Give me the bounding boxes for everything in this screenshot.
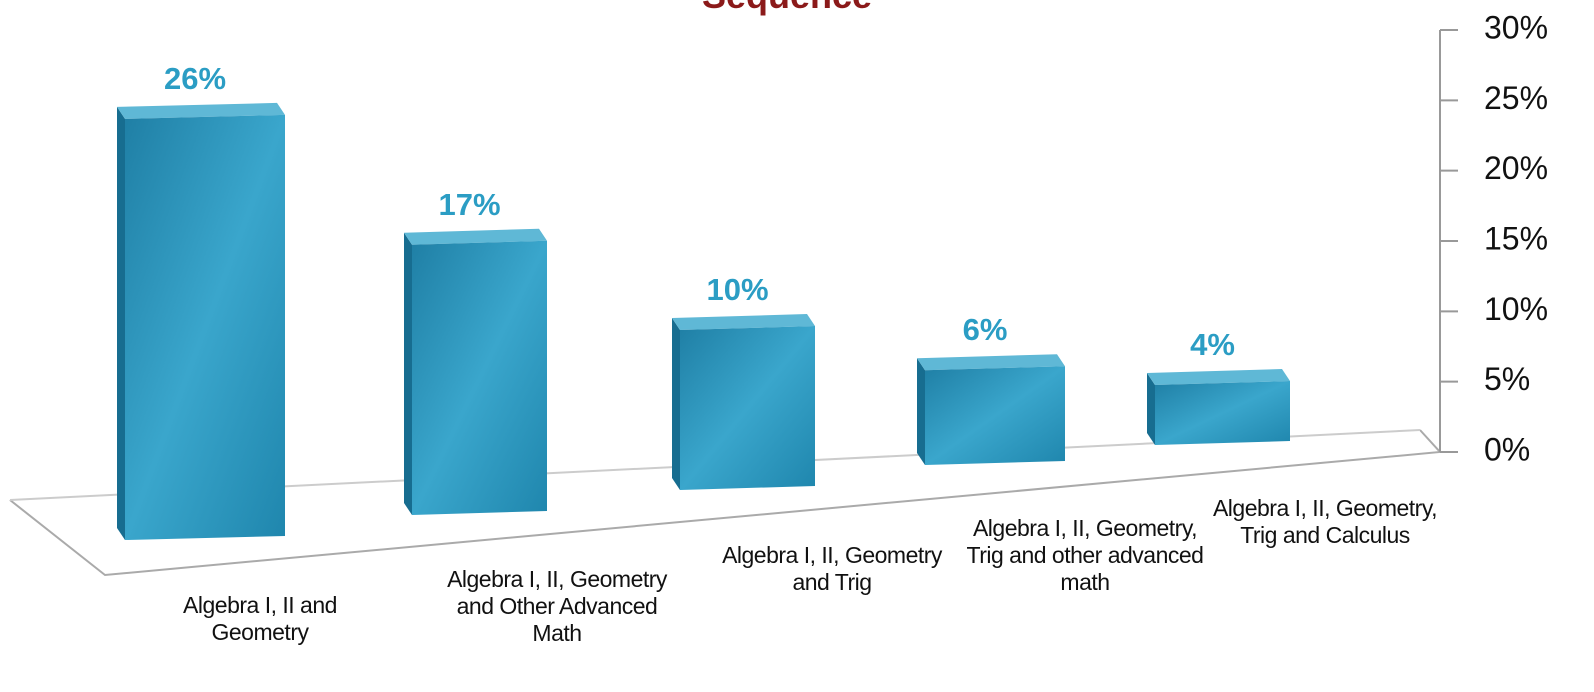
bar-side — [1147, 373, 1155, 445]
value-label: 10% — [706, 272, 768, 307]
y-tick-label: 30% — [1484, 9, 1548, 45]
bar — [125, 114, 285, 541]
floor — [9, 429, 1443, 577]
bar-top — [404, 228, 547, 245]
value-label: 17% — [438, 187, 500, 222]
bar-top — [1147, 369, 1290, 386]
y-tick-label: 15% — [1484, 220, 1548, 256]
bar — [925, 366, 1065, 465]
x-tick-label: Algebra I, II, Geometry, Trig and Calcul… — [1212, 495, 1438, 548]
bar-top — [117, 102, 285, 119]
value-label: 6% — [963, 312, 1008, 347]
bar — [1155, 381, 1290, 445]
bar-side — [672, 318, 680, 490]
value-label: 26% — [164, 61, 226, 96]
y-tick-label: 0% — [1484, 431, 1530, 467]
bar — [412, 240, 547, 515]
x-tick-label: Algebra I, II, Geometry, Trig and other … — [966, 515, 1204, 595]
y-tick-label: 10% — [1484, 291, 1548, 327]
y-tick-label: 5% — [1484, 361, 1530, 397]
bar-side — [917, 358, 925, 465]
x-tick-label: Algebra I, II and Geometry — [183, 592, 337, 645]
chart-title: Sequence — [702, 0, 872, 16]
value-label: 4% — [1190, 327, 1235, 362]
bar-top — [917, 354, 1065, 371]
y-tick-label: 20% — [1484, 150, 1548, 186]
x-tick-label: Algebra I, II, Geometry and Trig — [722, 542, 942, 595]
x-tick-label: Algebra I, II, Geometry and Other Advanc… — [447, 566, 667, 646]
y-tick-label: 25% — [1484, 80, 1548, 116]
bar — [680, 326, 815, 490]
bar-top — [672, 314, 815, 331]
bar-side — [404, 232, 412, 515]
bar-side — [117, 106, 125, 541]
